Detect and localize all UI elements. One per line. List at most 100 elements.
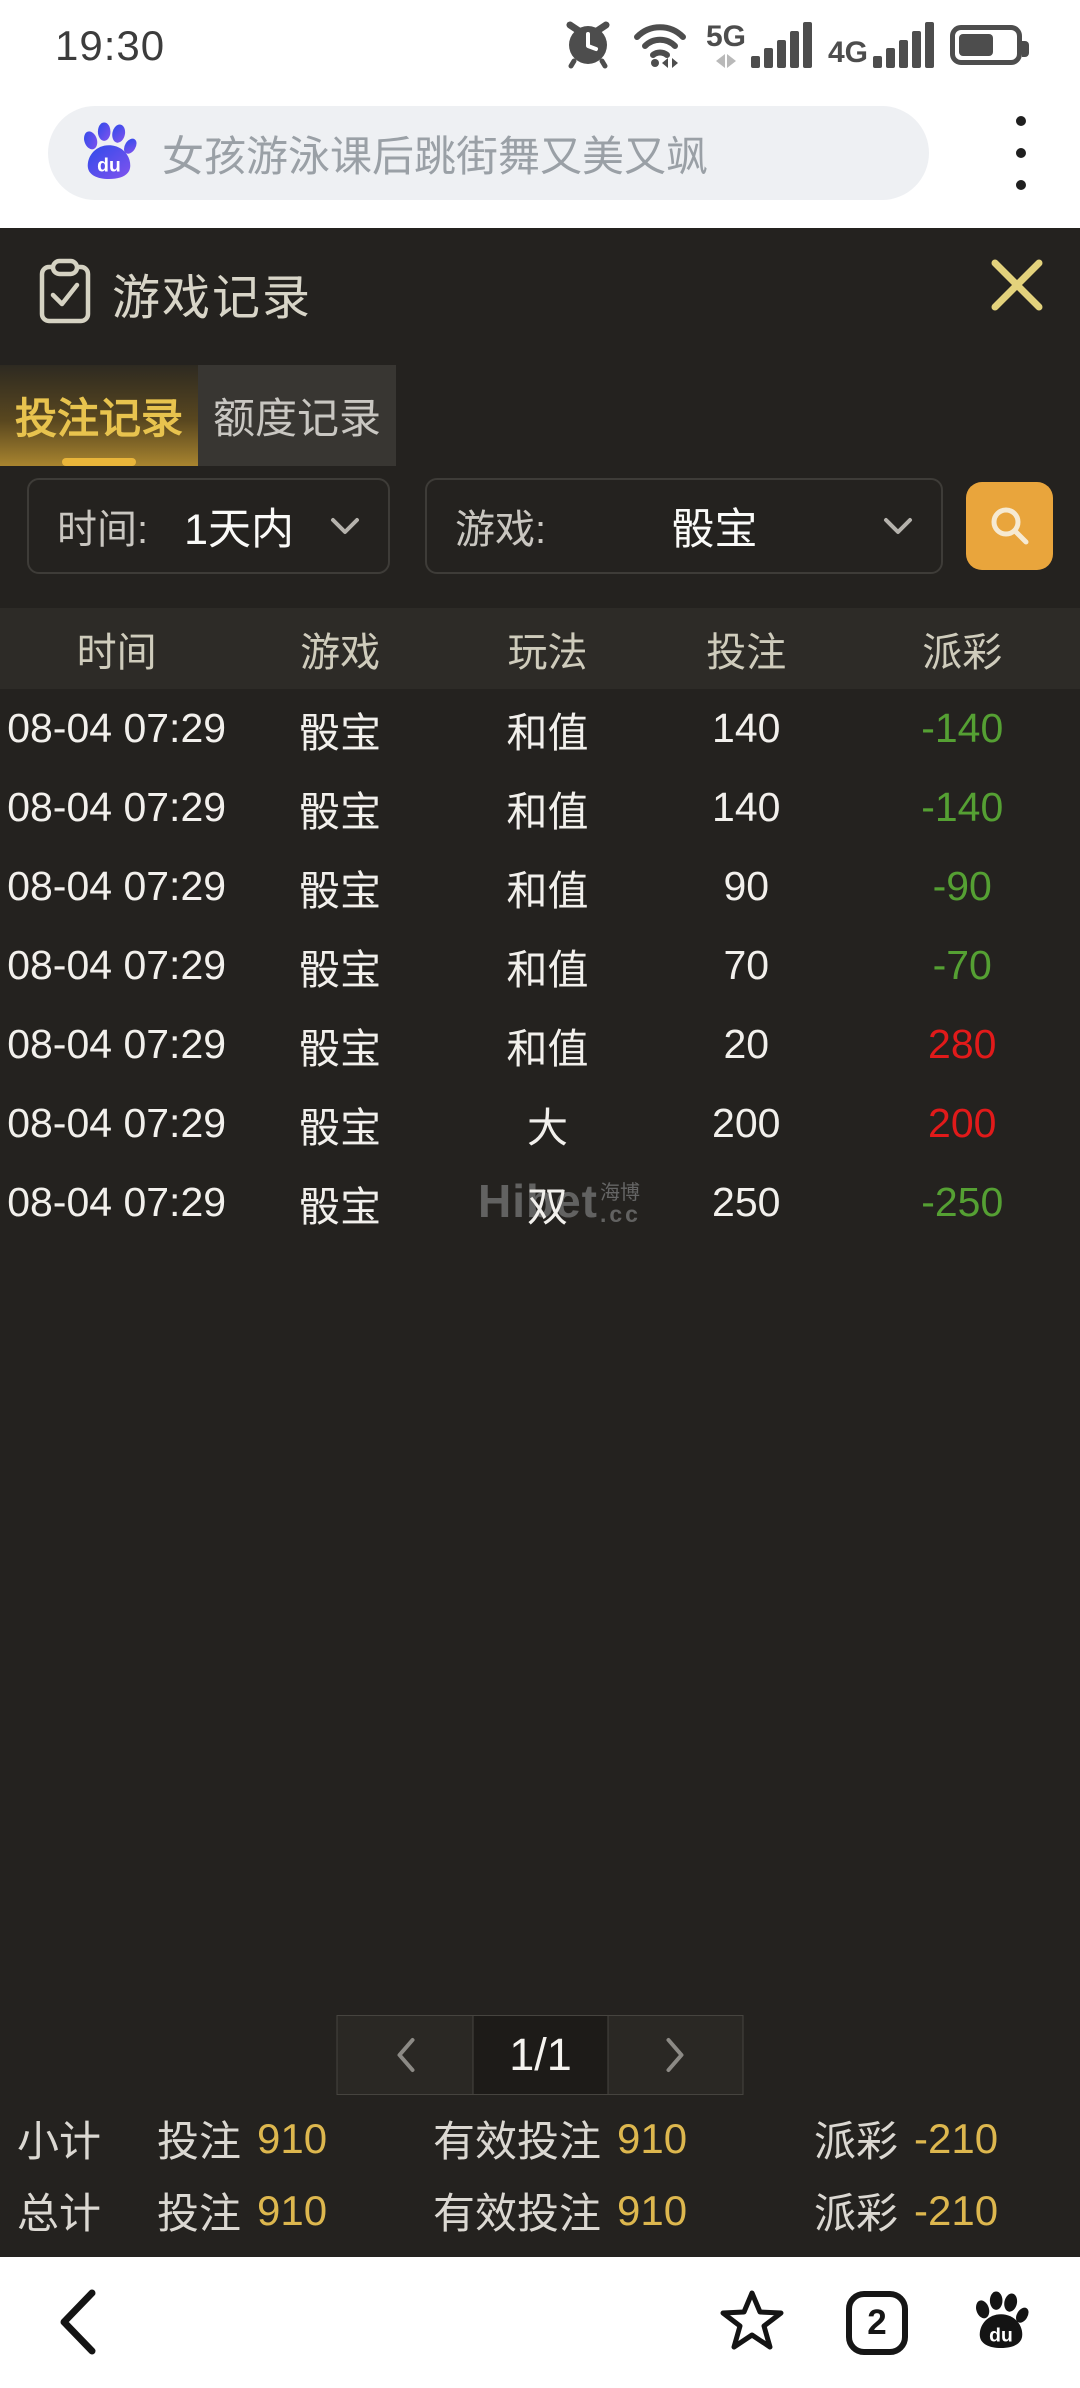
- game-filter-label: 游戏:: [455, 508, 547, 552]
- total-bet-value: 910: [257, 2186, 328, 2234]
- row-play: 和值: [506, 788, 589, 835]
- row-payout: -70: [932, 942, 992, 988]
- table-rows: 08-04 07:29 骰宝 和值 140 -140 08-04 07:29 骰…: [0, 689, 1080, 1242]
- table-row[interactable]: 08-04 07:29 骰宝 和值 140 -140: [0, 768, 1080, 847]
- col-game: 游戏: [300, 630, 381, 675]
- subtotal-valid-value: 910: [617, 2114, 688, 2162]
- row-time: 08-04 07:29: [7, 784, 227, 830]
- clock-time: 19:30: [55, 22, 166, 69]
- subtotal-payout-value: -210: [914, 2114, 999, 2162]
- row-bet: 70: [723, 942, 770, 988]
- search-query-text: 女孩游泳课后跳街舞又美又飒: [162, 132, 709, 180]
- table-row[interactable]: 08-04 07:29 骰宝 和值 20 280: [0, 1005, 1080, 1084]
- chevron-down-icon: [331, 518, 359, 534]
- subtotal-payout-label: 派彩: [814, 2118, 899, 2165]
- total-valid-label: 有效投注: [433, 2190, 602, 2237]
- total-payout-value: -210: [914, 2186, 999, 2234]
- table-row[interactable]: 08-04 07:29 骰宝 和值 70 -70: [0, 926, 1080, 1005]
- time-filter-dropdown[interactable]: 时间: 1天内: [27, 478, 390, 574]
- row-bet: 250: [712, 1179, 781, 1225]
- panel-title: 游戏记录: [112, 272, 313, 325]
- status-bar: 19:30 5G: [0, 0, 1080, 90]
- baidu-home-button[interactable]: du: [970, 2291, 1032, 2354]
- magnifier-icon: [991, 507, 1028, 545]
- row-play: 大: [527, 1104, 569, 1151]
- subtotal-label: 小计: [17, 2118, 102, 2165]
- row-bet: 20: [723, 1021, 770, 1067]
- row-time: 08-04 07:29: [7, 942, 227, 988]
- back-button[interactable]: [52, 2287, 102, 2362]
- row-play: 和值: [506, 867, 589, 914]
- prev-page-button[interactable]: [337, 2016, 473, 2094]
- game-filter-value: 骰宝: [671, 506, 758, 554]
- row-bet: 140: [712, 784, 781, 830]
- row-time: 08-04 07:29: [7, 1179, 227, 1225]
- browser-bottom-nav: 2 du: [0, 2257, 1080, 2388]
- row-time: 08-04 07:29: [7, 1100, 227, 1146]
- table-row[interactable]: 08-04 07:29 骰宝 大 200 200: [0, 1084, 1080, 1163]
- row-game: 骰宝: [299, 709, 382, 756]
- search-input[interactable]: du 女孩游泳课后跳街舞又美又飒: [48, 106, 929, 200]
- row-game: 骰宝: [299, 867, 382, 914]
- wifi-icon: [630, 17, 690, 74]
- next-page-button[interactable]: [607, 2016, 743, 2094]
- row-bet: 90: [723, 863, 770, 909]
- subtotal-bet-value: 910: [257, 2114, 328, 2162]
- row-game: 骰宝: [299, 788, 382, 835]
- chevron-right-icon: [666, 2038, 684, 2072]
- total-label: 总计: [17, 2190, 102, 2237]
- row-game: 骰宝: [299, 1025, 382, 1072]
- table-row[interactable]: 08-04 07:29 骰宝 和值 90 -90: [0, 847, 1080, 926]
- subtotal-bet-label: 投注: [157, 2118, 242, 2165]
- browser-search-row: du 女孩游泳课后跳街舞又美又飒: [0, 90, 1080, 228]
- row-bet: 200: [712, 1100, 781, 1146]
- total-valid-value: 910: [617, 2186, 688, 2234]
- row-time: 08-04 07:29: [7, 863, 227, 909]
- total-payout-label: 派彩: [814, 2190, 899, 2237]
- row-payout: 200: [928, 1100, 997, 1146]
- chevron-left-icon: [60, 2289, 96, 2355]
- row-game: 骰宝: [299, 946, 382, 993]
- status-icons: 5G 4G: [562, 0, 1029, 90]
- favorite-star-button[interactable]: [720, 2289, 784, 2356]
- col-play: 玩法: [507, 630, 588, 675]
- battery-icon: [950, 25, 1029, 65]
- svg-text:du: du: [97, 155, 121, 176]
- subtotal-row: 小计 投注 910 有效投注 910 派彩 -210: [0, 2108, 1080, 2166]
- row-play: 和值: [506, 709, 589, 756]
- browser-menu-button[interactable]: [1014, 116, 1028, 190]
- row-bet: 140: [712, 705, 781, 751]
- time-filter-value: 1天内: [184, 506, 295, 554]
- tab-quota-records[interactable]: 额度记录: [198, 365, 396, 466]
- baidu-paw-icon: du: [976, 2291, 1029, 2349]
- row-time: 08-04 07:29: [7, 1021, 227, 1067]
- alarm-icon: [562, 17, 614, 74]
- tab-count-button[interactable]: 2: [846, 2290, 908, 2355]
- row-play: 和值: [506, 946, 589, 993]
- table-header: 时间 游戏 玩法 投注 派彩: [0, 608, 1080, 689]
- row-payout: 280: [928, 1021, 997, 1067]
- signal-4g-icon: 4G: [828, 22, 934, 68]
- table-row[interactable]: 08-04 07:29 骰宝 和值 140 -140: [0, 689, 1080, 768]
- row-payout: -140: [921, 784, 1004, 830]
- table-row[interactable]: 08-04 07:29 骰宝 双 250 -250: [0, 1163, 1080, 1242]
- star-icon: [720, 2290, 784, 2350]
- search-submit-button[interactable]: [966, 482, 1053, 570]
- row-game: 骰宝: [299, 1183, 382, 1230]
- signal-5g-icon: 5G: [706, 22, 812, 68]
- chevron-left-icon: [397, 2038, 414, 2072]
- row-play: 和值: [506, 1025, 589, 1072]
- chevron-down-icon: [884, 518, 912, 534]
- tab-bet-records[interactable]: 投注记录: [0, 365, 198, 466]
- pagination: 1/1: [336, 2015, 744, 2095]
- total-row: 总计 投注 910 有效投注 910 派彩 -210: [0, 2180, 1080, 2238]
- baidu-logo-icon: du: [78, 121, 140, 185]
- time-filter-label: 时间:: [57, 508, 149, 552]
- filter-bar: 时间: 1天内 游戏: 骰宝: [0, 478, 1080, 574]
- row-game: 骰宝: [299, 1104, 382, 1151]
- game-filter-dropdown[interactable]: 游戏: 骰宝: [425, 478, 943, 574]
- close-icon[interactable]: [980, 248, 1054, 322]
- row-play: 双: [527, 1183, 569, 1230]
- row-time: 08-04 07:29: [7, 705, 227, 751]
- col-bet: 投注: [706, 630, 787, 675]
